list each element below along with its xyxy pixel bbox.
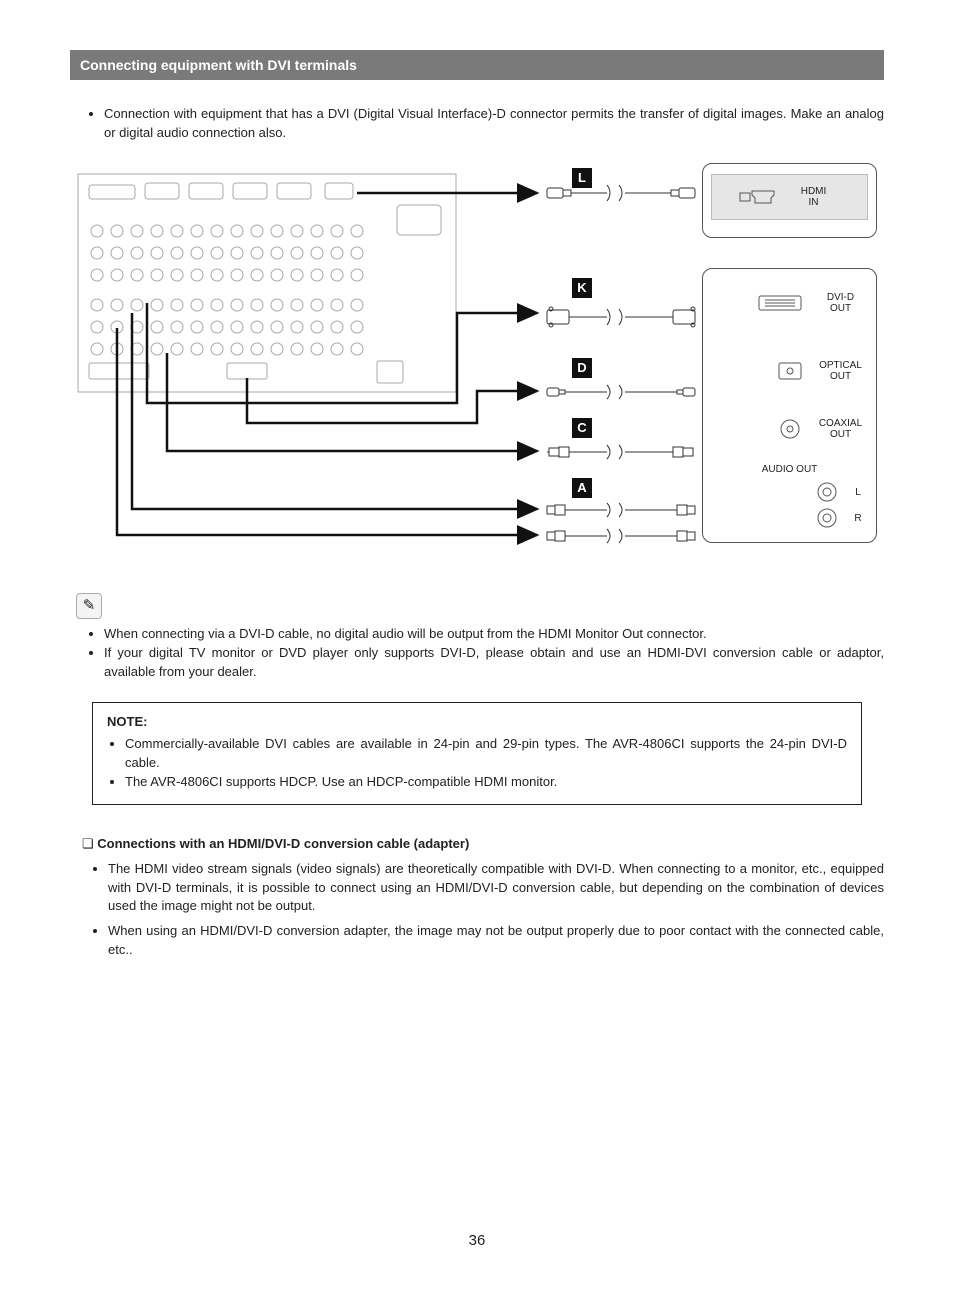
cable-coax	[547, 445, 697, 469]
pencil-icon: ✎	[76, 593, 102, 619]
subsection-list: The HDMI video stream signals (video sig…	[108, 860, 884, 960]
subsection-item: When using an HDMI/DVI-D conversion adap…	[108, 922, 884, 960]
device-source: DVI-D OUT OPTICAL OUT COAXIAL OUT AUDIO …	[702, 268, 877, 543]
audio-r-label: R	[848, 513, 868, 524]
device-tv: HDMI IN	[702, 163, 877, 238]
cable-dvi	[547, 307, 697, 331]
callout-D: D	[572, 358, 592, 378]
cable-audio-r	[547, 529, 697, 553]
intro-bullet: Connection with equipment that has a DVI…	[104, 105, 884, 143]
coax-port-icon	[777, 418, 803, 440]
callout-K: K	[572, 278, 592, 298]
subsection-title: Connections with an HDMI/DVI-D conversio…	[82, 835, 884, 854]
cable-audio-l	[547, 503, 697, 527]
tips-list: When connecting via a DVI-D cable, no di…	[92, 625, 884, 682]
section-header: Connecting equipment with DVI terminals	[70, 50, 884, 80]
cable-optical	[547, 385, 697, 409]
dvi-out-label: DVI-D OUT	[813, 292, 868, 314]
callout-A: A	[572, 478, 592, 498]
rca-r-icon	[816, 507, 838, 529]
tip-item: If your digital TV monitor or DVD player…	[104, 644, 884, 682]
hdmi-in-label: HDMI IN	[786, 186, 841, 208]
audio-l-label: L	[848, 487, 868, 498]
subsection-item: The HDMI video stream signals (video sig…	[108, 860, 884, 917]
rca-l-icon	[816, 481, 838, 503]
audio-out-label: AUDIO OUT	[711, 463, 868, 478]
page-number: 36	[70, 1230, 884, 1252]
note-box: NOTE: Commercially-available DVI cables …	[92, 702, 862, 805]
note-title: NOTE:	[107, 713, 847, 732]
tip-item: When connecting via a DVI-D cable, no di…	[104, 625, 884, 644]
note-item: Commercially-available DVI cables are av…	[125, 735, 847, 773]
optical-port-icon	[777, 360, 803, 382]
hdmi-port-icon	[738, 187, 778, 207]
callout-C: C	[572, 418, 592, 438]
intro-list: Connection with equipment that has a DVI…	[92, 105, 884, 143]
note-item: The AVR-4806CI supports HDCP. Use an HDC…	[125, 773, 847, 792]
connection-diagram: L K D C A	[77, 163, 877, 563]
cable-hdmi	[547, 185, 697, 209]
coax-out-label: COAXIAL OUT	[813, 418, 868, 440]
dvi-port-icon	[757, 292, 803, 314]
optical-out-label: OPTICAL OUT	[813, 360, 868, 382]
